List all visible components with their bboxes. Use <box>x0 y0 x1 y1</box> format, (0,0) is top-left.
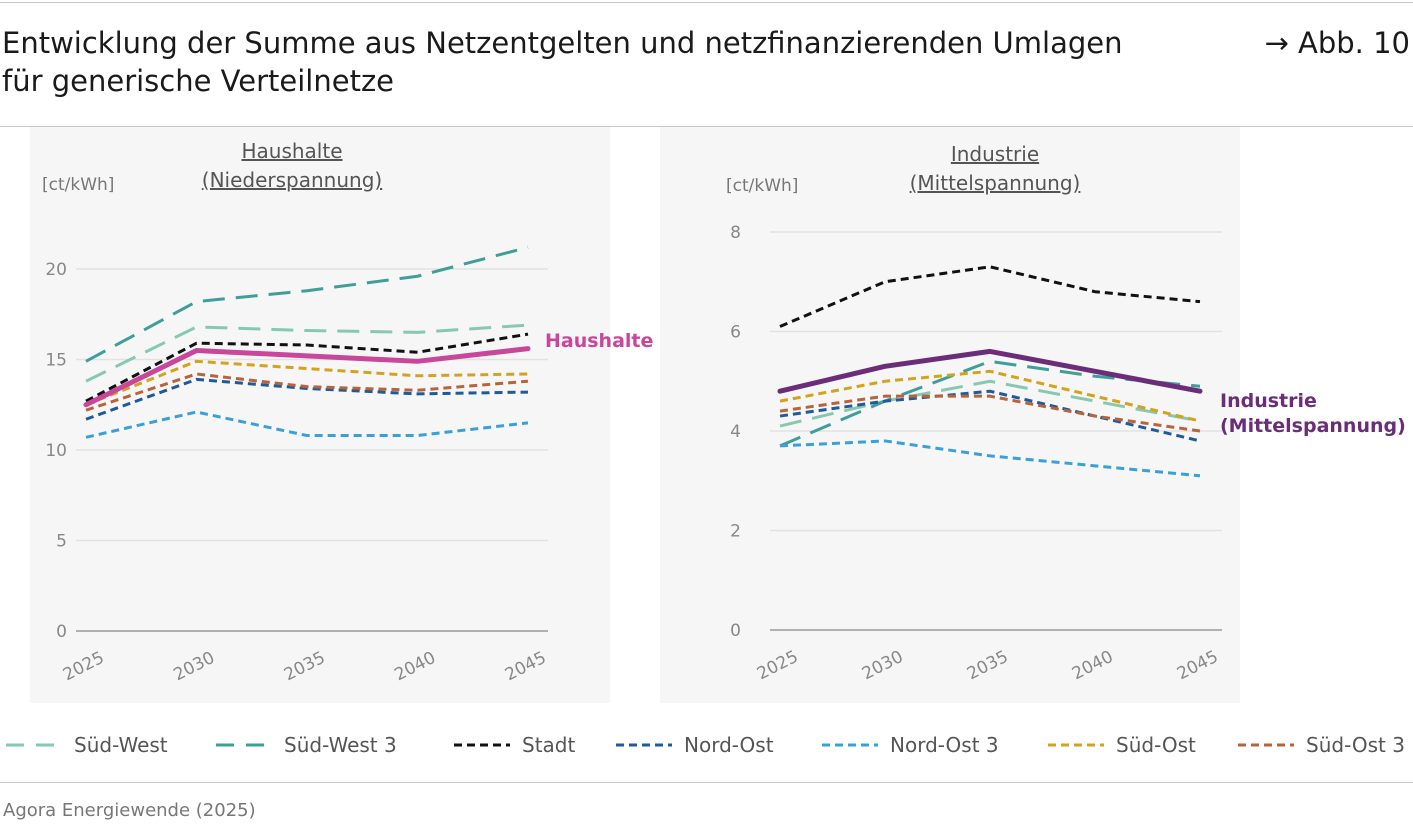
legend-label: Süd-West <box>74 733 168 757</box>
y-tick-label: 0 <box>56 622 67 642</box>
series-line-nord-ost <box>779 389 1201 443</box>
highlight-series-label-line-2: (Mittelspannung) <box>1220 415 1406 437</box>
y-axis-unit: [ct/kWh] <box>726 176 798 196</box>
legend-swatch <box>1238 743 1294 747</box>
charts-area: Haushalte (Niederspannung) [ct/kWh] 0 5 10 15 2… <box>30 127 1406 703</box>
chart-title-line-2: (Niederspannung) <box>202 168 382 192</box>
figure-title: Entwicklung der Summe aus Netzentgelten … <box>2 24 1202 100</box>
series-line-stadt <box>85 332 529 403</box>
series-line-süd-ost <box>85 359 529 407</box>
legend-label: Süd-Ost 3 <box>1306 733 1405 757</box>
chart-background-1 <box>30 127 610 703</box>
legend-label: Süd-West 3 <box>284 733 397 757</box>
legend-swatch <box>616 743 672 747</box>
top-rule <box>0 2 1413 3</box>
legend-label: Nord-Ost <box>684 733 774 757</box>
legend-swatch <box>6 743 62 747</box>
legend-item: Nord-Ost <box>616 722 774 768</box>
chart-title-line-1: Haushalte <box>241 139 342 163</box>
y-tick-label: 6 <box>730 323 741 343</box>
highlight-series-label: Haushalte <box>545 330 653 352</box>
chart-background-2 <box>660 127 1240 703</box>
series-line-süd-ost <box>779 369 1201 423</box>
highlight-series-label-line-1: Industrie <box>1220 390 1317 412</box>
legend-item: Süd-Ost 3 <box>1238 722 1405 768</box>
legend-item: Süd-West <box>6 722 168 768</box>
title-rule <box>0 126 1413 127</box>
y-axis-unit: [ct/kWh] <box>42 175 114 195</box>
title-line-2: für generische Verteilnetze <box>2 64 395 98</box>
series-line-nord-ost-3 <box>85 410 529 439</box>
legend-swatch <box>1048 743 1104 747</box>
series-line-süd-ost-3 <box>779 394 1201 433</box>
series-line-nord-ost <box>85 377 529 421</box>
legend-label: Nord-Ost 3 <box>890 733 999 757</box>
y-tick-label: 4 <box>730 422 741 442</box>
chart-title-line-1: Industrie <box>951 142 1039 166</box>
y-tick-label: 10 <box>45 441 67 461</box>
y-tick-label: 2 <box>730 522 741 542</box>
y-tick-label: 0 <box>730 621 741 641</box>
legend-item: Süd-Ost <box>1048 722 1196 768</box>
legend-swatch <box>216 743 272 747</box>
series-line-süd-west <box>85 323 529 383</box>
legend-item: Süd-West 3 <box>216 722 397 768</box>
series-line-industrie-mittelspannung <box>777 348 1203 394</box>
y-tick-label: 20 <box>45 260 67 280</box>
series-line-süd-ost-3 <box>85 372 529 412</box>
chart-title-line-2: (Mittelspannung) <box>910 171 1081 195</box>
legend-swatch <box>822 743 878 747</box>
series-line-nord-ost-3 <box>779 439 1201 478</box>
legend-label: Süd-Ost <box>1116 733 1196 757</box>
source-note: Agora Energiewende (2025) <box>3 800 256 821</box>
bottom-rule <box>0 782 1413 783</box>
legend-swatch <box>454 743 510 747</box>
series-line-süd-west <box>779 379 1201 428</box>
legend-item: Stadt <box>454 722 575 768</box>
y-tick-label: 8 <box>730 223 741 243</box>
series-line-haushalte <box>83 346 531 408</box>
y-tick-label: 5 <box>56 532 67 552</box>
legend-label: Stadt <box>522 733 576 757</box>
legend-item: Nord-Ost 3 <box>822 722 999 768</box>
figure-reference: → Abb. 10 <box>1264 26 1410 60</box>
legend: Süd-West Süd-West 3 Stadt Nord-Ost Nord-Ost … <box>0 722 1413 768</box>
series-line-süd-west-3 <box>85 245 529 363</box>
y-tick-label: 15 <box>45 351 67 371</box>
title-line-1: Entwicklung der Summe aus Netzentgelten … <box>2 26 1123 60</box>
